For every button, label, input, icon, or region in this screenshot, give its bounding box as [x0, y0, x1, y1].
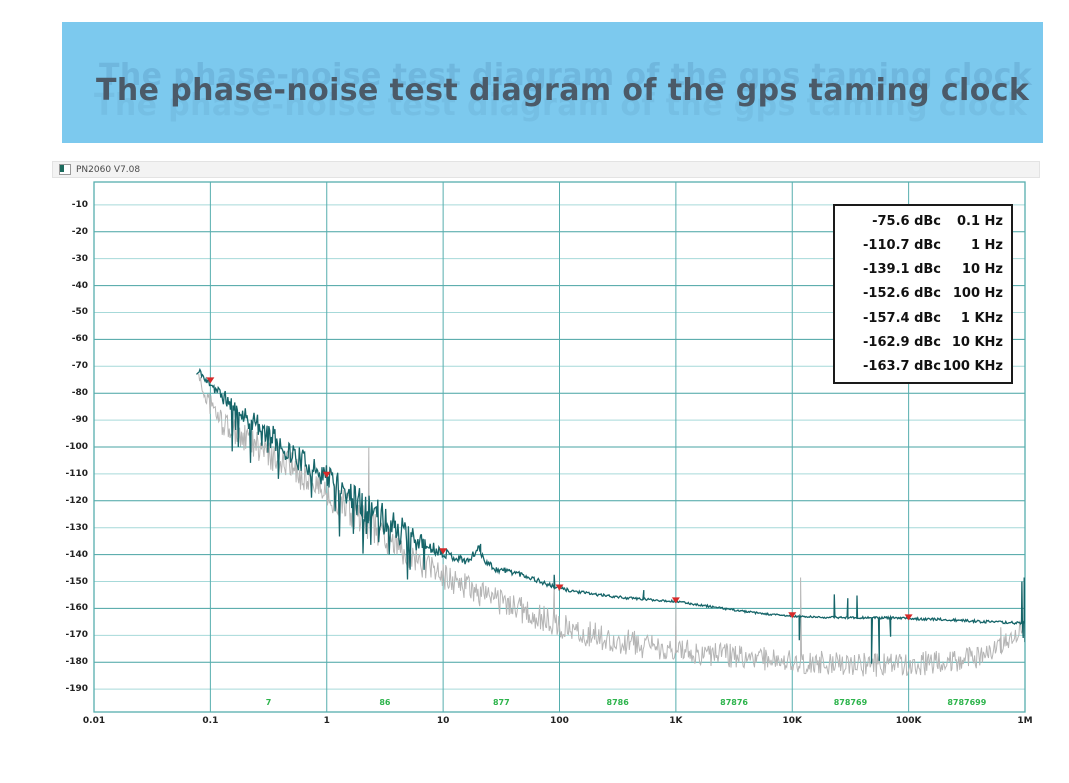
legend-frequency: 100 Hz	[952, 286, 1003, 302]
legend-frequency: 0.1 Hz	[956, 213, 1003, 229]
legend-value: -162.9 dBc	[863, 335, 941, 351]
x-axis-tick-label: 100K	[895, 716, 922, 726]
legend-value: -110.7 dBc	[863, 237, 941, 253]
marker-1KHz	[671, 597, 680, 604]
decade-markers	[206, 377, 913, 621]
title-banner: The phase-noise test diagram of the gps …	[62, 22, 1043, 143]
sample-count-label: 8786	[606, 698, 629, 707]
marker-100KHz	[904, 614, 913, 621]
legend-frequency: 10 KHz	[951, 335, 1003, 351]
x-axis-tick-label: 0.01	[82, 716, 106, 726]
legend-value: -157.4 dBc	[863, 310, 941, 326]
marker-100Hz	[555, 584, 564, 591]
marker-10KHz	[788, 612, 797, 619]
window-title: PN2060 V7.08	[76, 164, 141, 175]
trace-averaged-trace	[196, 367, 1025, 664]
x-axis-tick-label: 1M	[1017, 716, 1033, 726]
legend-row: -163.7 dBc 100 KHz	[837, 360, 1003, 373]
legend-row: -152.6 dBc 100 Hz	[837, 287, 1003, 300]
sample-count-label: 87876	[720, 698, 748, 707]
x-axis-tick-label: 10	[436, 716, 450, 726]
y-axis-tick-label: -180	[65, 657, 88, 668]
y-axis-tick-label: -30	[71, 253, 88, 264]
legend-value: -75.6 dBc	[872, 213, 941, 229]
y-axis-tick-label: -50	[71, 307, 88, 318]
y-axis-tick-label: -60	[71, 334, 88, 345]
y-axis-tick-label: -130	[65, 522, 88, 533]
y-axis-tick-label: -80	[71, 388, 88, 399]
legend-frequency: 1 KHz	[960, 310, 1003, 326]
marker-10Hz	[439, 548, 448, 555]
page-title: The phase-noise test diagram of the gps …	[96, 73, 1030, 108]
marker-1Hz	[322, 471, 331, 478]
app-icon	[59, 164, 71, 175]
x-axis-tick-label: 0.1	[202, 716, 219, 726]
y-axis-tick-label: -190	[65, 684, 88, 695]
y-axis-tick-label: -150	[65, 576, 88, 587]
legend-row: -162.9 dBc 10 KHz	[837, 336, 1003, 349]
legend-frequency: 100 KHz	[942, 359, 1003, 375]
x-axis-tick-label: 100	[550, 716, 569, 726]
legend-value: -152.6 dBc	[863, 286, 941, 302]
x-axis-tick-label: 1K	[669, 716, 683, 726]
legend-frequency: 1 Hz	[970, 237, 1003, 253]
legend-box: -75.6 dBc 0.1 Hz -110.7 dBc 1 Hz -139.1 dBc 1…	[833, 204, 1013, 384]
legend-row: -157.4 dBc 1 KHz	[837, 312, 1003, 325]
legend-value: -163.7 dBc	[863, 359, 941, 375]
y-axis-tick-label: -100	[65, 442, 88, 452]
legend-row: -139.1 dBc 10 Hz	[837, 263, 1003, 276]
x-axis-tick-label: 10K	[782, 716, 803, 726]
legend-row: -110.7 dBc 1 Hz	[837, 239, 1003, 252]
y-axis-tick-label: -170	[65, 630, 88, 641]
sample-count-label: 877	[492, 698, 510, 707]
y-axis-tick-label: -120	[65, 495, 88, 506]
plot-border	[93, 181, 1026, 713]
y-axis-tick-label: -70	[71, 361, 88, 372]
x-axis-tick-label: 1	[323, 716, 330, 726]
gridlines	[93, 181, 1026, 713]
window-titlebar[interactable]: PN2060 V7.08	[52, 161, 1040, 178]
trace-raw-trace	[198, 373, 1025, 677]
y-axis-tick-label: -160	[65, 603, 88, 614]
y-axis-tick-label: -40	[71, 280, 88, 291]
sample-count-label: 86	[379, 698, 391, 707]
y-axis-tick-label: -110	[65, 468, 88, 479]
legend-row: -75.6 dBc 0.1 Hz	[837, 215, 1003, 228]
y-axis-tick-label: -20	[71, 226, 88, 237]
sample-count-label: 878769	[833, 698, 868, 707]
y-axis-tick-label: -90	[71, 415, 88, 426]
sample-count-label: 8787699	[947, 698, 987, 707]
sample-count-label: 7	[265, 698, 272, 707]
legend-value: -139.1 dBc	[863, 262, 941, 278]
y-axis-tick-label: -140	[65, 549, 88, 560]
y-axis-tick-label: -10	[71, 199, 88, 210]
legend-frequency: 10 Hz	[961, 262, 1003, 278]
marker-0.1Hz	[206, 377, 215, 384]
